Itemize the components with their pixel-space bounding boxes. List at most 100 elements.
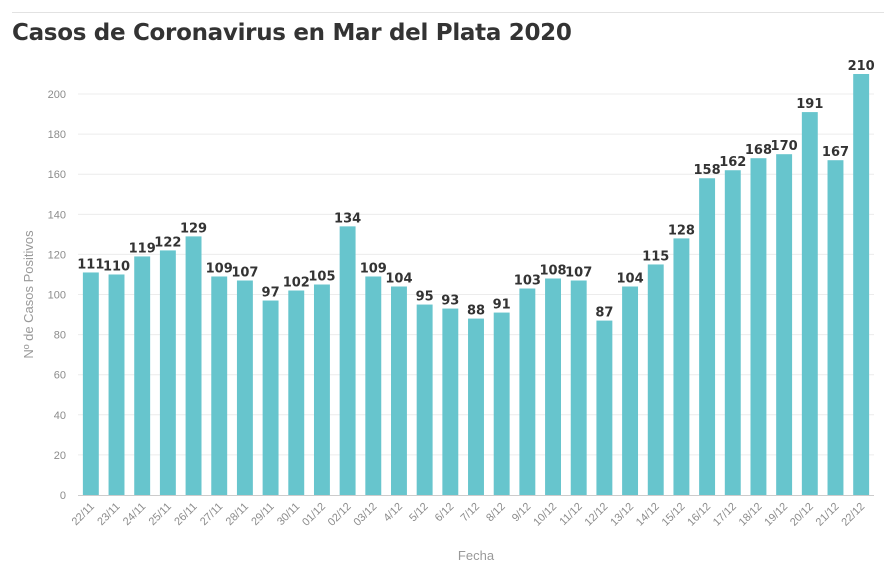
x-tick-label: 10/12: [531, 501, 559, 529]
x-tick-label: 18/12: [737, 501, 765, 529]
y-tick-label: 160: [48, 169, 66, 181]
bar: [776, 154, 793, 495]
data-label: 108: [539, 263, 566, 278]
data-label: 110: [103, 259, 130, 274]
x-tick-label: 21/12: [814, 501, 842, 529]
data-label: 97: [262, 286, 280, 301]
y-axis-title: Nº de Casos Positivos: [21, 230, 36, 359]
x-tick-label: 27/11: [198, 501, 225, 528]
x-axis-ticks: 22/1123/1124/1125/1126/1127/1128/1129/11…: [70, 501, 868, 529]
data-label: 104: [616, 272, 643, 287]
x-tick-label: 8/12: [484, 501, 508, 525]
bar: [699, 178, 716, 495]
bar: [596, 320, 613, 495]
x-tick-label: 25/11: [147, 501, 174, 528]
data-label: 102: [283, 276, 310, 291]
bar: [622, 286, 639, 495]
y-tick-label: 60: [54, 370, 66, 382]
y-tick-label: 200: [48, 89, 66, 101]
bar: [570, 280, 587, 495]
data-label: 91: [493, 298, 511, 313]
data-label: 88: [467, 304, 485, 319]
x-tick-label: 6/12: [433, 501, 457, 525]
x-tick-label: 03/12: [351, 501, 379, 529]
y-tick-label: 20: [54, 450, 66, 462]
x-axis-title: Fecha: [458, 548, 495, 563]
bar: [519, 288, 536, 495]
data-label: 128: [668, 223, 695, 238]
bar: [442, 308, 459, 495]
y-tick-label: 40: [54, 410, 66, 422]
x-tick-label: 4/12: [381, 501, 405, 525]
x-tick-label: 16/12: [685, 501, 713, 529]
y-tick-label: 140: [48, 209, 66, 221]
bar: [416, 304, 433, 495]
bar: [827, 160, 844, 495]
x-tick-label: 15/12: [660, 501, 688, 529]
y-tick-label: 0: [60, 490, 66, 502]
data-label: 129: [180, 221, 207, 236]
x-tick-label: 11/12: [557, 501, 584, 528]
x-tick-label: 12/12: [583, 501, 611, 529]
data-label: 107: [231, 265, 258, 280]
bar: [211, 276, 228, 495]
data-label: 168: [745, 143, 772, 158]
bars: [82, 74, 870, 495]
bar: [647, 264, 664, 495]
bar: [236, 280, 253, 495]
data-label: 119: [129, 241, 156, 256]
y-axis-ticks: 0 20 40 60 80 100 120 140 160 180 200: [48, 89, 66, 502]
data-label: 109: [360, 261, 387, 276]
bar: [724, 170, 741, 495]
bar: [313, 284, 330, 495]
data-label: 162: [719, 155, 746, 170]
bar: [493, 312, 510, 495]
bar: [391, 286, 407, 495]
y-tick-label: 180: [48, 129, 66, 141]
bar: [108, 274, 125, 495]
x-tick-label: 22/12: [839, 501, 867, 529]
x-tick-label: 20/12: [788, 501, 816, 529]
x-tick-label: 13/12: [608, 501, 636, 529]
data-label: 167: [822, 145, 849, 160]
x-tick-label: 30/11: [275, 501, 302, 528]
x-tick-label: 02/12: [326, 501, 354, 529]
bar: [801, 112, 818, 495]
bar: [365, 276, 382, 495]
bar: [468, 318, 484, 495]
bar: [134, 256, 151, 495]
data-label: 103: [514, 274, 541, 289]
y-tick-label: 80: [54, 330, 66, 342]
x-tick-label: 17/12: [711, 501, 739, 529]
bar: [750, 158, 767, 495]
x-tick-label: 7/12: [458, 501, 482, 525]
data-label: 170: [771, 139, 798, 154]
x-tick-label: 28/11: [224, 501, 251, 528]
x-tick-label: 9/12: [510, 501, 534, 525]
data-label: 105: [308, 270, 335, 285]
data-labels: 1111101191221291091079710210513410910495…: [77, 59, 874, 321]
x-tick-label: 5/12: [407, 501, 431, 525]
data-label: 95: [416, 290, 434, 305]
bar: [673, 238, 690, 495]
chart-title: Casos de Coronavirus en Mar del Plata 20…: [12, 20, 572, 46]
bar: [159, 250, 176, 495]
data-label: 111: [77, 257, 104, 272]
bar: [185, 236, 202, 495]
bar: [288, 290, 305, 495]
data-label: 109: [206, 261, 233, 276]
x-tick-label: 23/11: [95, 501, 122, 528]
x-tick-label: 29/11: [249, 501, 276, 528]
x-tick-label: 24/11: [121, 501, 148, 528]
data-label: 115: [642, 249, 669, 264]
bar: [82, 272, 99, 495]
y-tick-label: 120: [48, 249, 66, 261]
data-label: 210: [848, 59, 875, 74]
data-label: 107: [565, 265, 592, 280]
x-tick-label: 01/12: [300, 501, 328, 529]
data-label: 122: [154, 235, 181, 250]
bar: [339, 226, 356, 495]
data-label: 93: [441, 294, 459, 309]
data-label: 87: [595, 306, 613, 321]
